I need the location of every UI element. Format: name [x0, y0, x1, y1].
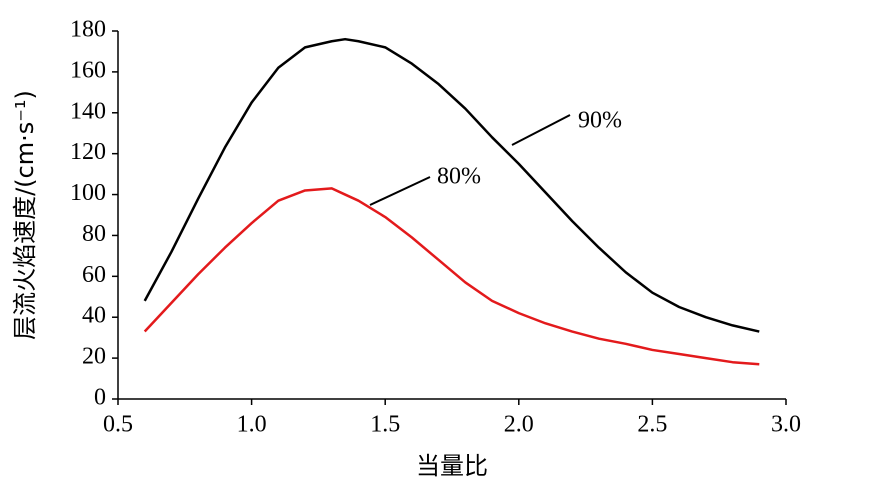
- y-tick-label: 140: [70, 98, 106, 124]
- y-tick-label: 40: [82, 303, 106, 329]
- series-annotation: 90%: [578, 108, 622, 134]
- leader-line: [369, 176, 431, 206]
- x-tick-label: 2.5: [637, 412, 667, 438]
- y-tick-label: 180: [70, 17, 106, 43]
- y-tick-label: 80: [82, 221, 106, 247]
- data-line: [143, 187, 760, 366]
- series-annotation: 80%: [437, 164, 481, 190]
- x-tick-label: 2.0: [504, 412, 534, 438]
- y-tick-label: 20: [82, 344, 106, 370]
- y-tick-label: 160: [70, 57, 106, 83]
- data-line: [143, 37, 760, 333]
- leader-line: [511, 114, 571, 146]
- y-tick-label: 120: [70, 139, 106, 165]
- y-tick-label: 0: [94, 385, 106, 411]
- y-axis-label: 层流火焰速度/(cm·s⁻¹): [11, 90, 39, 340]
- x-tick-label: 3.0: [771, 412, 801, 438]
- y-tick-label: 60: [82, 262, 106, 288]
- x-tick-label: 0.5: [103, 412, 133, 438]
- x-tick-label: 1.0: [237, 412, 267, 438]
- x-tick-label: 1.5: [370, 412, 400, 438]
- y-tick-label: 100: [70, 180, 106, 206]
- x-axis-label: 当量比: [416, 452, 488, 480]
